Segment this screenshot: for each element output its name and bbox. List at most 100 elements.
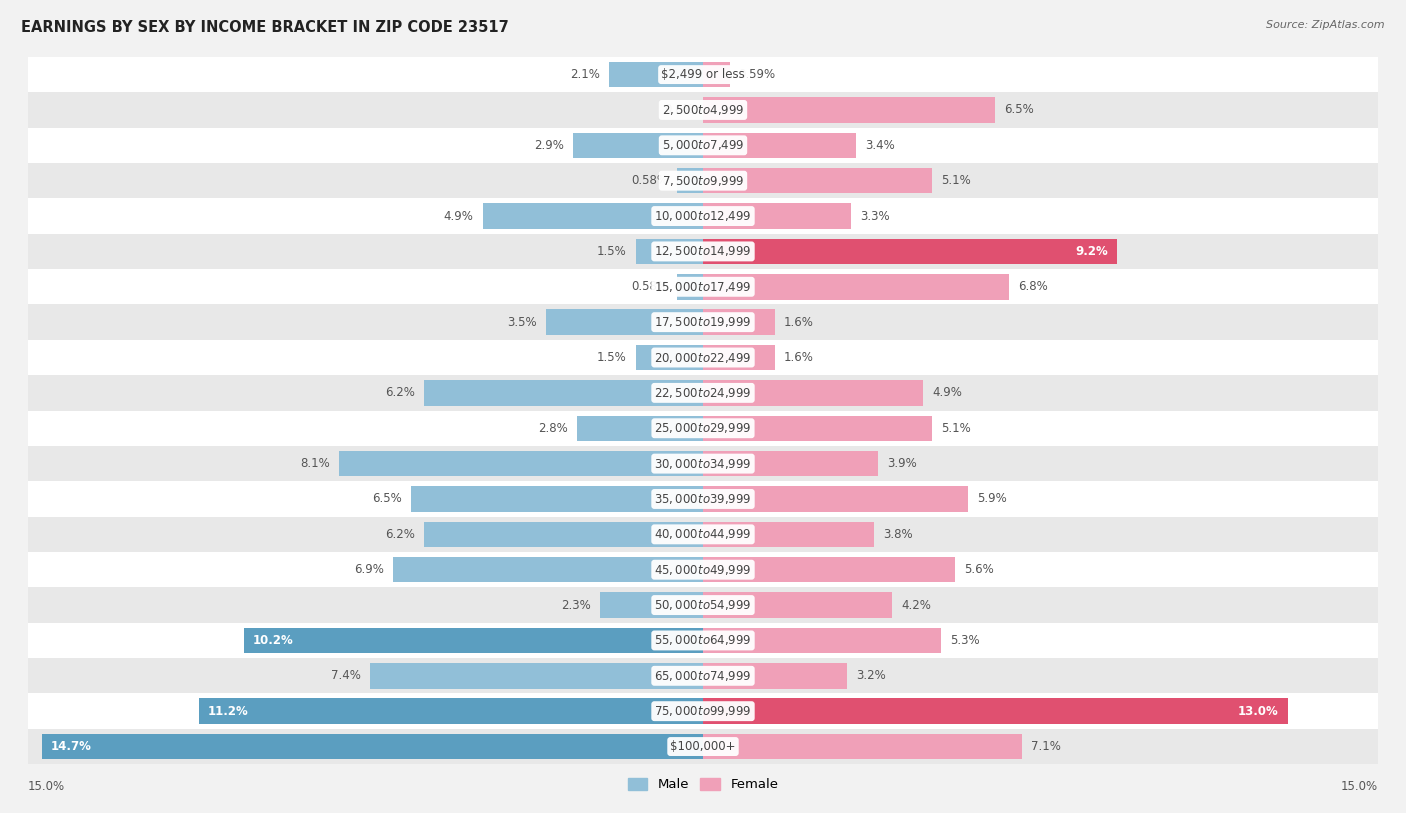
Text: 3.4%: 3.4%	[865, 139, 894, 152]
Bar	[28, 269, 1378, 304]
Bar	[28, 57, 1378, 92]
Bar	[28, 693, 1378, 729]
Text: $65,000 to $74,999: $65,000 to $74,999	[654, 669, 752, 683]
Text: 3.8%: 3.8%	[883, 528, 912, 541]
Text: 0.0%: 0.0%	[665, 103, 695, 116]
Bar	[636, 239, 703, 264]
Text: Source: ZipAtlas.com: Source: ZipAtlas.com	[1267, 20, 1385, 30]
Bar	[425, 522, 703, 547]
Bar	[339, 451, 703, 476]
Text: 1.5%: 1.5%	[596, 245, 627, 258]
Legend: Male, Female: Male, Female	[623, 772, 783, 797]
Text: 6.8%: 6.8%	[1018, 280, 1047, 293]
Text: 7.4%: 7.4%	[332, 669, 361, 682]
Text: $30,000 to $34,999: $30,000 to $34,999	[654, 457, 752, 471]
Bar	[676, 168, 703, 193]
Text: 6.2%: 6.2%	[385, 386, 415, 399]
Bar	[576, 415, 703, 441]
Text: 7.1%: 7.1%	[1032, 740, 1062, 753]
Bar	[703, 203, 852, 228]
Bar	[703, 557, 955, 582]
Bar	[28, 340, 1378, 375]
Bar	[703, 734, 1022, 759]
Text: 3.5%: 3.5%	[508, 315, 537, 328]
Bar	[546, 310, 703, 335]
Bar	[42, 734, 703, 759]
Bar	[28, 446, 1378, 481]
Text: 4.2%: 4.2%	[901, 598, 931, 611]
Text: 5.3%: 5.3%	[950, 634, 980, 647]
Bar	[28, 411, 1378, 446]
Text: 4.9%: 4.9%	[932, 386, 962, 399]
Bar	[572, 133, 703, 158]
Text: 1.6%: 1.6%	[785, 351, 814, 364]
Bar	[392, 557, 703, 582]
Text: 2.1%: 2.1%	[569, 68, 599, 81]
Bar	[703, 415, 932, 441]
Text: 14.7%: 14.7%	[51, 740, 91, 753]
Bar	[703, 133, 856, 158]
Text: 6.9%: 6.9%	[354, 563, 384, 576]
Text: $22,500 to $24,999: $22,500 to $24,999	[654, 386, 752, 400]
Text: $7,500 to $9,999: $7,500 to $9,999	[662, 174, 744, 188]
Text: 4.9%: 4.9%	[444, 210, 474, 223]
Text: 9.2%: 9.2%	[1076, 245, 1108, 258]
Bar	[676, 274, 703, 299]
Bar	[609, 62, 703, 87]
Bar	[28, 587, 1378, 623]
Bar	[28, 128, 1378, 163]
Text: $2,499 or less: $2,499 or less	[661, 68, 745, 81]
Text: 3.9%: 3.9%	[887, 457, 917, 470]
Bar	[636, 345, 703, 370]
Bar	[703, 628, 942, 653]
Bar	[703, 522, 875, 547]
Bar	[703, 380, 924, 406]
Text: 5.6%: 5.6%	[965, 563, 994, 576]
Bar	[703, 239, 1116, 264]
Text: 2.9%: 2.9%	[534, 139, 564, 152]
Text: 5.9%: 5.9%	[977, 493, 1007, 506]
Text: $40,000 to $44,999: $40,000 to $44,999	[654, 528, 752, 541]
Text: 2.8%: 2.8%	[538, 422, 568, 435]
Text: 13.0%: 13.0%	[1239, 705, 1279, 718]
Bar	[28, 304, 1378, 340]
Bar	[703, 98, 995, 123]
Bar	[28, 233, 1378, 269]
Bar	[425, 380, 703, 406]
Text: 0.58%: 0.58%	[631, 174, 668, 187]
Text: $15,000 to $17,499: $15,000 to $17,499	[654, 280, 752, 293]
Bar	[411, 486, 703, 511]
Bar	[703, 486, 969, 511]
Bar	[703, 698, 1288, 724]
Text: 1.5%: 1.5%	[596, 351, 627, 364]
Bar	[703, 345, 775, 370]
Text: $10,000 to $12,499: $10,000 to $12,499	[654, 209, 752, 223]
Bar	[703, 274, 1010, 299]
Text: 5.1%: 5.1%	[942, 422, 972, 435]
Text: $100,000+: $100,000+	[671, 740, 735, 753]
Bar	[28, 481, 1378, 517]
Bar	[245, 628, 703, 653]
Bar	[28, 92, 1378, 128]
Bar	[28, 517, 1378, 552]
Text: EARNINGS BY SEX BY INCOME BRACKET IN ZIP CODE 23517: EARNINGS BY SEX BY INCOME BRACKET IN ZIP…	[21, 20, 509, 35]
Text: 6.2%: 6.2%	[385, 528, 415, 541]
Bar	[28, 729, 1378, 764]
Bar	[28, 623, 1378, 659]
Bar	[28, 198, 1378, 234]
Bar	[28, 552, 1378, 587]
Bar	[370, 663, 703, 689]
Text: $50,000 to $54,999: $50,000 to $54,999	[654, 598, 752, 612]
Bar	[703, 310, 775, 335]
Text: 11.2%: 11.2%	[208, 705, 249, 718]
Bar	[703, 168, 932, 193]
Text: 3.2%: 3.2%	[856, 669, 886, 682]
Text: 15.0%: 15.0%	[28, 780, 65, 793]
Bar	[28, 376, 1378, 411]
Text: $12,500 to $14,999: $12,500 to $14,999	[654, 245, 752, 259]
Bar	[28, 163, 1378, 198]
Text: $55,000 to $64,999: $55,000 to $64,999	[654, 633, 752, 647]
Text: $45,000 to $49,999: $45,000 to $49,999	[654, 563, 752, 576]
Bar	[482, 203, 703, 228]
Bar	[703, 62, 730, 87]
